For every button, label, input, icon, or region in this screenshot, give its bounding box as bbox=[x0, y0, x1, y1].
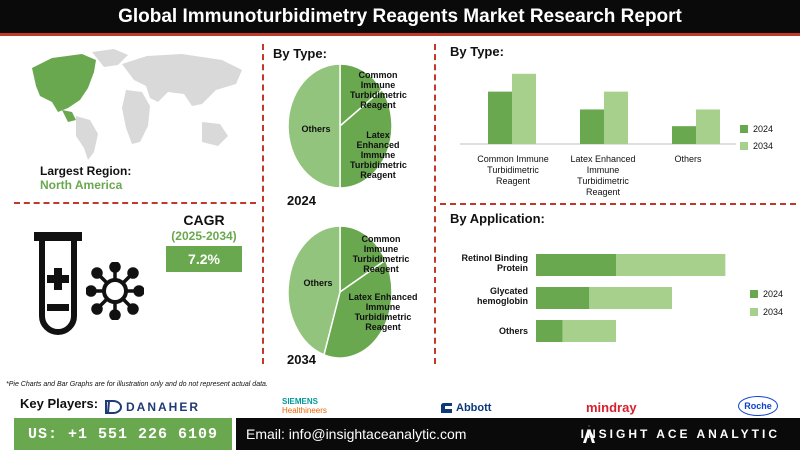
application-bar-chart bbox=[536, 254, 726, 342]
divider-type-application bbox=[440, 203, 796, 205]
pie-2034-slice-latex bbox=[323, 259, 393, 359]
key-players-label: Key Players: bbox=[20, 396, 99, 411]
application-bar-glycated-2034 bbox=[589, 287, 672, 309]
pie-2024-label-others: Others bbox=[301, 124, 331, 134]
cagr-value: 7.2% bbox=[166, 246, 242, 272]
application-category-others: Others bbox=[498, 326, 528, 336]
divider-left bbox=[262, 44, 264, 364]
siemens-logo-text: SIEMENS bbox=[282, 397, 319, 406]
roche-logo-text: Roche bbox=[744, 401, 772, 411]
application-bar-glycated-2024 bbox=[536, 287, 590, 309]
pie-chart-2034 bbox=[287, 225, 393, 359]
test-tube-icon bbox=[34, 232, 82, 335]
world-map-icon bbox=[32, 49, 242, 160]
application-legend-2034: 2034 bbox=[750, 307, 783, 317]
abbott-logo-text: Abbott bbox=[456, 402, 492, 414]
page-title: Global Immunoturbidimetry Reagents Marke… bbox=[118, 5, 682, 27]
type-bar-others-2024 bbox=[672, 126, 696, 144]
danaher-logo-text: DANAHER bbox=[126, 400, 200, 414]
email-link[interactable]: Email: info@insightaceanalytic.com bbox=[246, 426, 467, 442]
application-category-retinol: Retinol Binding Protein bbox=[461, 253, 529, 273]
type-category-latex: Latex Enhanced Immune Turbidimetric Reag… bbox=[570, 154, 636, 197]
divider-right bbox=[434, 44, 436, 364]
footer-phone[interactable]: US: +1 551 226 6109 bbox=[14, 418, 232, 450]
pie-2034-label-common: Common Immune Turbidimetric Reagent bbox=[352, 234, 410, 274]
insight-ace-logo-icon bbox=[583, 425, 595, 443]
type-bar-common-2024 bbox=[488, 91, 512, 144]
footer-contact-bar: Email: info@insightaceanalytic.com INSIG… bbox=[236, 418, 800, 450]
type-bar-chart bbox=[460, 73, 736, 145]
pie-2024-year: 2024 bbox=[287, 193, 316, 208]
cagr-label: CAGR bbox=[183, 212, 225, 228]
divider-region-cagr bbox=[14, 202, 256, 204]
application-bar-retinol-2034 bbox=[616, 254, 726, 276]
healthineers-logo-text: Healthineers bbox=[282, 406, 327, 415]
region-value: North America bbox=[40, 178, 123, 192]
roche-logo: Roche bbox=[738, 396, 778, 416]
type-category-common: Common Immune Turbidimetric Reagent bbox=[477, 154, 549, 186]
virus-icon bbox=[86, 262, 144, 320]
type-legend-2034: 2034 bbox=[740, 141, 773, 151]
brand-name: INSIGHT ACE ANALYTIC bbox=[580, 427, 780, 441]
abbott-logo-icon bbox=[441, 402, 452, 413]
application-bar-others-2034 bbox=[562, 320, 616, 342]
type-bar-latex-2024 bbox=[580, 109, 604, 144]
pie-2034-slice-others bbox=[287, 225, 341, 356]
pie-2034-label-others: Others bbox=[303, 278, 333, 288]
danaher-logo-icon bbox=[105, 400, 122, 414]
pie-2024-slice-others bbox=[287, 63, 341, 189]
application-category-glycated: Glycated hemoglobin bbox=[477, 286, 528, 306]
abbott-logo: Abbott bbox=[440, 402, 491, 414]
pie-2034-label-latex: Latex Enhanced Immune Turbidimetric Reag… bbox=[348, 292, 418, 332]
mindray-logo: mindray bbox=[586, 400, 637, 415]
region-label: Largest Region: bbox=[40, 164, 132, 178]
pie-2034-slice-common bbox=[339, 225, 387, 294]
title-bar: Global Immunoturbidimetry Reagents Marke… bbox=[0, 0, 800, 36]
cagr-period: (2025-2034) bbox=[171, 229, 237, 243]
application-heading: By Application: bbox=[450, 211, 545, 226]
danaher-logo: DANAHER bbox=[104, 400, 200, 414]
bar-heading: By Type: bbox=[450, 44, 504, 59]
pie-2034-year: 2034 bbox=[287, 352, 316, 367]
application-bar-retinol-2024 bbox=[536, 254, 616, 276]
pie-2024-label-latex: Latex Enhanced Immune Turbidimetric Reag… bbox=[350, 130, 407, 180]
pie-heading: By Type: bbox=[273, 46, 327, 61]
phone-number: US: +1 551 226 6109 bbox=[27, 425, 219, 443]
pie-2024-slice-latex bbox=[339, 88, 393, 189]
type-bar-latex-2034 bbox=[604, 91, 628, 144]
pie-chart-2024 bbox=[287, 63, 393, 189]
type-bar-others-2034 bbox=[696, 109, 720, 144]
pie-2024-label-common: Common Immune Turbidimetric Reagent bbox=[350, 70, 407, 110]
disclaimer-note: *Pie Charts and Bar Graphs are for illus… bbox=[6, 381, 268, 388]
application-legend-2024: 2024 bbox=[750, 289, 783, 299]
application-bar-others-2024 bbox=[536, 320, 563, 342]
siemens-logo: SIEMENS Healthineers bbox=[282, 397, 327, 415]
pie-2024-slice-common bbox=[339, 63, 384, 128]
type-bar-common-2034 bbox=[512, 73, 536, 144]
type-category-others: Others bbox=[674, 154, 702, 164]
type-legend-2024: 2024 bbox=[740, 124, 773, 134]
